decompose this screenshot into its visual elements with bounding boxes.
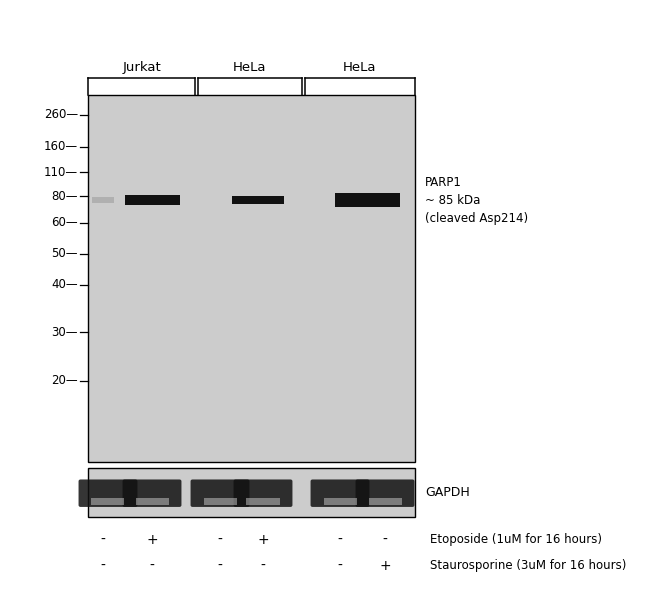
Text: GAPDH: GAPDH	[425, 486, 470, 499]
Text: PARP1
~ 85 kDa
(cleaved Asp214): PARP1 ~ 85 kDa (cleaved Asp214)	[425, 175, 528, 224]
Text: -: -	[150, 559, 155, 573]
Text: -: -	[337, 559, 343, 573]
Text: 30—: 30—	[51, 326, 78, 338]
Bar	[92, 498, 125, 505]
FancyBboxPatch shape	[190, 480, 250, 507]
Bar	[203, 498, 237, 505]
Bar	[335, 193, 400, 207]
FancyBboxPatch shape	[79, 480, 137, 507]
Bar	[135, 498, 168, 505]
FancyBboxPatch shape	[123, 480, 181, 507]
Text: 60—: 60—	[51, 216, 78, 230]
Text: -: -	[337, 533, 343, 547]
Text: +: +	[257, 533, 269, 547]
Text: +: +	[146, 533, 158, 547]
Bar	[88, 468, 415, 517]
Text: 40—: 40—	[51, 279, 78, 291]
Text: 110—: 110—	[44, 166, 78, 178]
Text: HeLa: HeLa	[343, 61, 377, 74]
Text: -: -	[218, 559, 222, 573]
Bar	[246, 498, 280, 505]
Text: Jurkat: Jurkat	[122, 61, 161, 74]
Text: 50—: 50—	[51, 247, 78, 260]
FancyBboxPatch shape	[356, 480, 415, 507]
Text: 160—: 160—	[44, 141, 78, 153]
Text: 80—: 80—	[51, 189, 78, 202]
FancyBboxPatch shape	[311, 480, 369, 507]
Text: +: +	[379, 559, 391, 573]
Text: Staurosporine (3uM for 16 hours): Staurosporine (3uM for 16 hours)	[430, 560, 627, 573]
Bar	[324, 498, 356, 505]
Text: Etoposide (1uM for 16 hours): Etoposide (1uM for 16 hours)	[430, 533, 602, 546]
Text: HeLa: HeLa	[233, 61, 266, 74]
FancyBboxPatch shape	[233, 480, 292, 507]
Bar	[92, 197, 114, 203]
Text: -: -	[101, 559, 105, 573]
Text: -: -	[218, 533, 222, 547]
Bar	[369, 498, 402, 505]
Text: -: -	[383, 533, 387, 547]
Text: -: -	[261, 559, 265, 573]
Text: 20—: 20—	[51, 375, 78, 387]
Text: -: -	[101, 533, 105, 547]
Bar	[232, 196, 284, 204]
Bar	[125, 195, 179, 205]
Text: 260—: 260—	[44, 109, 78, 122]
Bar	[88, 95, 415, 462]
